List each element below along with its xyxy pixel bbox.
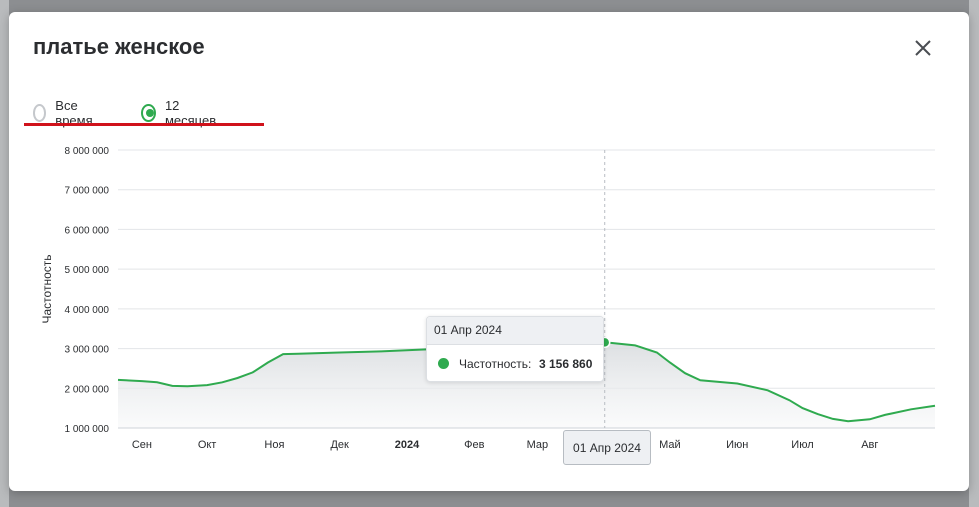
radio-circle (33, 104, 47, 122)
x-tick-label: Фев (464, 439, 484, 451)
x-tick-label: Авг (861, 439, 878, 451)
frequency-chart: 1 000 000 2 000 000 3 000 000 4 000 000 5 00… (40, 146, 936, 451)
close-icon[interactable] (913, 38, 933, 58)
tooltip-value: 3 156 860 (539, 357, 593, 371)
y-tick-label: 6 000 000 (65, 225, 110, 236)
x-tick-label: Мар (527, 439, 549, 451)
frequency-modal: платье женское Все время 12 месяцев 1 00… (9, 12, 969, 491)
backdrop-right (969, 0, 979, 507)
chart-tooltip: 01 Апр 2024 Частотность: 3 156 860 (426, 316, 604, 382)
x-tick-label: 2024 (395, 439, 420, 451)
y-axis-label: Частотность (40, 255, 54, 324)
y-tick-label: 7 000 000 (65, 186, 110, 197)
tooltip-series-dot (438, 358, 449, 369)
tooltip-series-label: Частотность: (459, 357, 532, 371)
y-tick-label: 1 000 000 (65, 424, 110, 435)
y-tick-label: 3 000 000 (65, 345, 110, 356)
x-tick-label: Июл (791, 439, 813, 451)
x-tick-label: Дек (330, 439, 349, 451)
backdrop-left (0, 0, 9, 507)
modal-title: платье женское (33, 34, 205, 59)
x-tick-label: Ноя (264, 439, 284, 451)
x-tick-label: Окт (198, 439, 217, 451)
y-tick-label: 8 000 000 (65, 146, 110, 157)
highlight-underline (24, 123, 264, 126)
radio-circle (141, 104, 156, 122)
y-tick-label: 5 000 000 (65, 265, 110, 276)
x-tick-label: Май (659, 439, 681, 451)
y-tick-label: 4 000 000 (65, 305, 110, 316)
crosshair-date-label: 01 Апр 2024 (563, 430, 651, 465)
x-tick-label: Июн (726, 439, 748, 451)
tooltip-date: 01 Апр 2024 (427, 317, 603, 345)
x-tick-label: Сен (132, 439, 152, 451)
series-area (118, 342, 935, 428)
y-tick-label: 2 000 000 (65, 384, 110, 395)
